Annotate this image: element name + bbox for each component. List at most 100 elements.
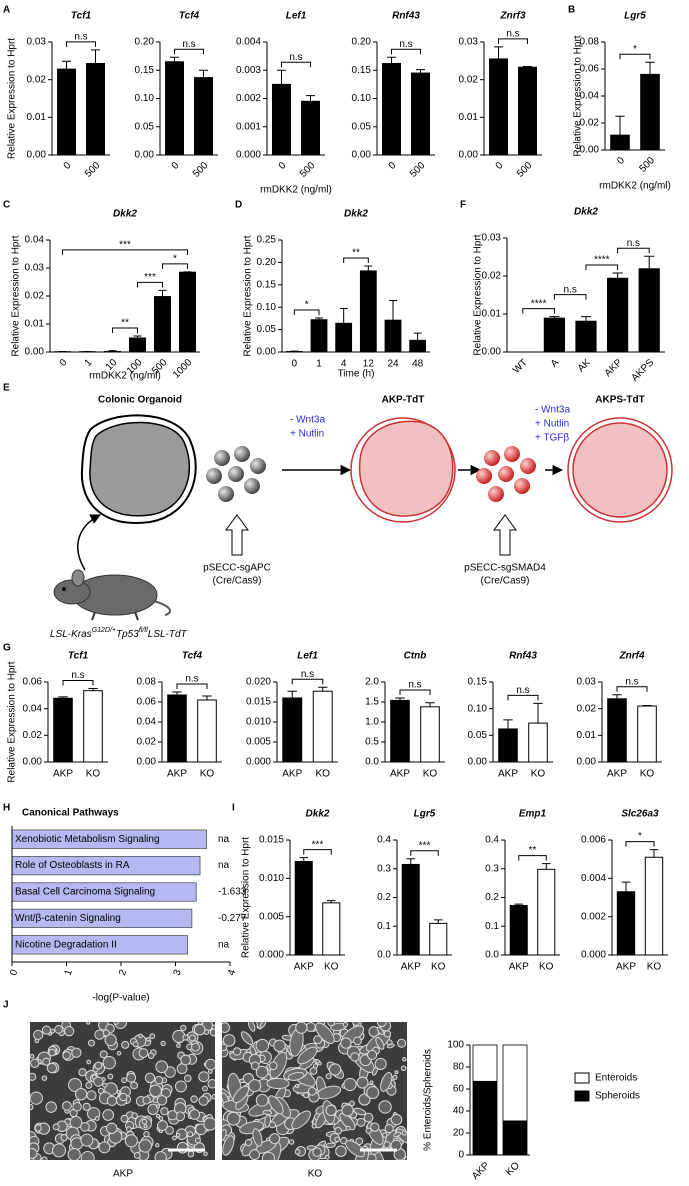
cell (30, 1072, 37, 1081)
y-tick-label: 0.15 (468, 677, 488, 688)
cell (187, 1131, 194, 1138)
y-axis-label: Relative Expression to Hprt (7, 661, 18, 782)
cell (106, 1095, 118, 1107)
y-tick-label: 0.01 (25, 319, 45, 330)
error-bar (158, 289, 167, 297)
x-tick-label: 0 (8, 968, 20, 977)
bar (640, 73, 660, 151)
cell (189, 1108, 201, 1120)
chart-title: Slc26a3 (621, 809, 659, 820)
panel-label: E (3, 383, 10, 394)
cell (384, 1124, 394, 1134)
x-tick-label: AKP (53, 769, 73, 780)
y-tick-label: 0.015 (259, 835, 284, 846)
x-tick-label: KO (431, 962, 446, 973)
y-tick-label: 0.004 (236, 37, 261, 48)
bar (429, 922, 448, 956)
cell (80, 1133, 94, 1147)
cell (255, 1093, 269, 1107)
error-bar (645, 61, 655, 75)
cell (250, 1061, 260, 1071)
significance-label: *** (119, 240, 131, 251)
significance-label: n.s (625, 676, 638, 687)
significance-label: * (633, 44, 637, 55)
chart-title: Dkk2 (344, 209, 368, 220)
x-tick-label: KO (86, 769, 101, 780)
cell (182, 1034, 189, 1041)
cell (328, 1063, 342, 1076)
legend-label: Enteroids (595, 1073, 637, 1084)
z-score-label: na (218, 939, 230, 950)
cell (378, 1100, 392, 1114)
y-tick-label: 1.0 (365, 717, 379, 728)
cell (50, 1028, 55, 1034)
x-tick-label: AKP (616, 962, 636, 973)
cell (146, 1037, 151, 1042)
x-tick-label: 0 (62, 160, 74, 172)
bar (272, 83, 291, 156)
panel-label: A (3, 5, 10, 16)
x-tick-label: 1000 (171, 357, 195, 381)
y-tick-label: 0.3 (485, 863, 499, 874)
cell (133, 1152, 141, 1159)
cell (273, 1039, 286, 1053)
cell (386, 1043, 395, 1049)
significance-label: *** (419, 840, 431, 851)
cell (126, 1072, 137, 1083)
significance-bracket (399, 689, 431, 695)
up-arrow (225, 514, 249, 556)
y-tick-label: 0.0 (365, 757, 379, 768)
y-axis-label: % Enteroids/Spheroids (423, 1049, 434, 1151)
cell (377, 1022, 387, 1028)
cell (42, 1057, 51, 1066)
cell (180, 1054, 191, 1066)
cell (197, 1022, 204, 1025)
bar (528, 722, 548, 763)
x-tick-label: AKP (470, 1160, 492, 1182)
cell (240, 1031, 254, 1045)
micrograph (30, 1022, 215, 1160)
up-arrow (493, 514, 517, 556)
chart-title: Lef1 (297, 651, 318, 662)
bar (86, 62, 105, 156)
significance-bracket (553, 294, 587, 300)
cell (86, 1059, 92, 1065)
chart-title: Dkk2 (306, 809, 330, 820)
bar (312, 690, 333, 763)
cell (102, 1082, 108, 1088)
significance-label: n.s (74, 32, 87, 43)
cell (209, 1028, 215, 1037)
y-tick-label: 0.003 (236, 65, 261, 76)
bar (637, 705, 657, 763)
cell (297, 1046, 318, 1065)
cell (222, 1128, 227, 1142)
y-tick-label: 0.02 (459, 74, 479, 85)
y-tick-label: 0.03 (27, 37, 47, 48)
category-label: Role of Osteoblasts in RA (15, 860, 130, 871)
chart-title: Canonical Pathways (22, 808, 119, 819)
y-tick-label: 0.15 (135, 65, 155, 76)
x-tick-label: 2 (117, 968, 129, 977)
error-bar (514, 903, 524, 906)
stage-label: AKP-TdT (382, 395, 425, 406)
y-tick-label: 0.20 (352, 37, 372, 48)
y-tick-label: 0.15 (257, 279, 277, 290)
y-tick-label: 0.0 (485, 950, 499, 961)
y-tick-label: 0.004 (581, 873, 606, 884)
y-tick-label: 0.000 (259, 950, 284, 961)
error-bar (364, 265, 373, 271)
x-tick-label: AKP (294, 962, 314, 973)
y-tick-label: 0.00 (27, 150, 47, 161)
significance-label: **** (531, 298, 547, 309)
y-tick-label: 0.1 (485, 921, 499, 932)
error-bar (199, 69, 208, 78)
cell (400, 1065, 407, 1072)
cell (102, 1056, 116, 1070)
error-bar (642, 704, 652, 706)
cell (160, 1040, 166, 1046)
error-bar (413, 332, 422, 341)
bar (322, 902, 341, 956)
treatment: - Wnt3a (535, 405, 570, 416)
bar (644, 856, 664, 956)
x-tick-label: A (549, 357, 562, 370)
